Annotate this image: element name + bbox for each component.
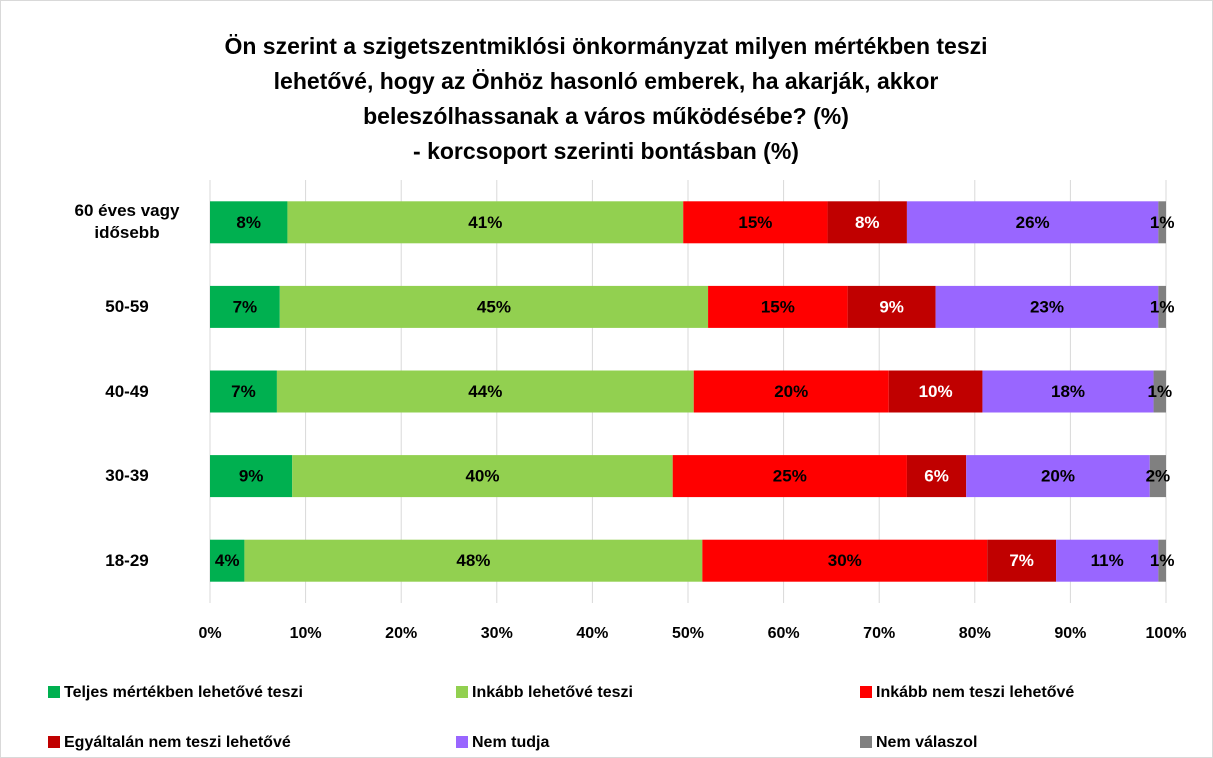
y-tick-label: 50-59 — [105, 296, 149, 316]
data-label: 26% — [1016, 213, 1050, 232]
bar-segment — [847, 285, 936, 328]
legend-swatch — [456, 686, 468, 698]
bar-segment — [1149, 455, 1166, 498]
data-label: 18% — [1051, 382, 1085, 401]
x-tick-label: 10% — [290, 625, 322, 642]
data-label: 9% — [239, 467, 264, 486]
data-label: 1% — [1150, 297, 1175, 316]
data-label: 7% — [233, 297, 258, 316]
legend-label: Nem válaszol — [876, 734, 977, 751]
data-label: 23% — [1030, 297, 1064, 316]
bar-segment — [966, 455, 1150, 498]
data-label: 7% — [231, 382, 256, 401]
data-label: 30% — [828, 551, 862, 570]
data-label: 20% — [774, 382, 808, 401]
data-label: 7% — [1009, 551, 1034, 570]
data-label: 40% — [465, 467, 499, 486]
chart-title: Ön szerint a szigetszentmiklósi önkormán… — [224, 33, 987, 59]
data-label: 15% — [761, 297, 795, 316]
legend-swatch — [456, 736, 468, 748]
x-tick-label: 20% — [385, 625, 417, 642]
bar-segment — [982, 370, 1154, 413]
data-label: 1% — [1150, 551, 1175, 570]
data-label: 45% — [477, 297, 511, 316]
y-tick-label: 30-39 — [105, 466, 149, 486]
data-label: 6% — [924, 467, 949, 486]
x-tick-label: 90% — [1054, 625, 1086, 642]
data-label: 1% — [1150, 213, 1175, 232]
bar-segment — [672, 455, 907, 498]
x-tick-label: 40% — [576, 625, 608, 642]
data-label: 8% — [236, 213, 261, 232]
legend-label: Nem tudja — [472, 734, 549, 751]
x-tick-label: 70% — [863, 625, 895, 642]
bar-segment — [292, 455, 673, 498]
bar-segment — [276, 370, 694, 413]
data-label: 9% — [879, 297, 904, 316]
chart-title: lehetővé, hogy az Önhöz hasonló emberek,… — [274, 68, 939, 94]
bar-segment — [1158, 285, 1166, 328]
bar-segment — [1158, 539, 1166, 582]
legend-label: Teljes mértékben lehetővé teszi — [64, 684, 303, 701]
bar-segment — [210, 539, 245, 582]
x-tick-label: 80% — [959, 625, 991, 642]
bar-segment — [827, 201, 907, 244]
bar-segment — [287, 201, 684, 244]
data-label: 25% — [773, 467, 807, 486]
bar-segment — [987, 539, 1057, 582]
bar-segment — [1158, 201, 1166, 244]
bar-segment — [1056, 539, 1159, 582]
bar-segment — [1153, 370, 1166, 413]
data-label: 10% — [919, 382, 953, 401]
x-tick-label: 60% — [768, 625, 800, 642]
data-label: 20% — [1041, 467, 1075, 486]
data-label: 11% — [1091, 551, 1124, 570]
bar-segment — [935, 285, 1159, 328]
legend-swatch — [860, 736, 872, 748]
data-label: 15% — [738, 213, 772, 232]
legend-label: Egyáltalán nem teszi lehetővé — [64, 734, 291, 751]
x-tick-label: 0% — [198, 625, 221, 642]
legend-swatch — [48, 686, 60, 698]
y-tick-label: 18-29 — [105, 550, 149, 570]
bar-segment — [693, 370, 889, 413]
data-label: 44% — [468, 382, 502, 401]
y-tick-label: 60 éves vagy idősebb — [74, 201, 180, 243]
data-label: 41% — [468, 213, 502, 232]
chart-title: beleszólhassanak a város működésébe? (%) — [363, 103, 849, 129]
data-label: 2% — [1146, 467, 1171, 486]
chart-subtitle: - korcsoport szerinti bontásban (%) — [413, 138, 799, 164]
data-label: 4% — [215, 551, 240, 570]
bar-segment — [702, 539, 988, 582]
bar-segment — [210, 201, 288, 244]
legend-swatch — [860, 686, 872, 698]
bar-segment — [210, 370, 277, 413]
x-tick-label: 100% — [1146, 625, 1187, 642]
bar-segment — [210, 285, 280, 328]
bar-segment — [683, 201, 828, 244]
data-label: 48% — [456, 551, 490, 570]
legend-label: Inkább lehetővé teszi — [472, 684, 633, 701]
legend-swatch — [48, 736, 60, 748]
data-label: 8% — [855, 213, 880, 232]
y-tick-label: 40-49 — [105, 381, 149, 401]
bar-segment — [906, 201, 1159, 244]
bar-segment — [244, 539, 703, 582]
legend-label: Inkább nem teszi lehetővé — [876, 684, 1074, 701]
bar-segment — [210, 455, 293, 498]
data-label: 1% — [1147, 382, 1172, 401]
x-tick-label: 30% — [481, 625, 513, 642]
bar-segment — [888, 370, 983, 413]
bar-segment — [708, 285, 848, 328]
bar-segment — [279, 285, 709, 328]
bar-segment — [906, 455, 967, 498]
x-tick-label: 50% — [672, 625, 704, 642]
